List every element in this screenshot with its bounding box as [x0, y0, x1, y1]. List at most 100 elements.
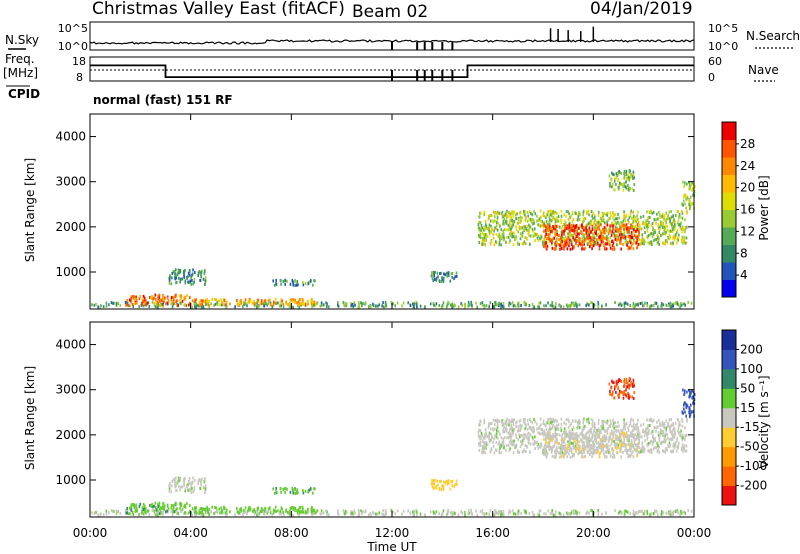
- power-cell: [647, 219, 649, 222]
- velocity-cell: [609, 451, 611, 455]
- power-cell: [443, 272, 445, 276]
- velocity-cell: [545, 437, 547, 441]
- velocity-cell: [635, 424, 637, 428]
- velocity-cell: [509, 510, 512, 514]
- power-cell: [569, 215, 571, 219]
- power-cell: [156, 300, 159, 304]
- velocity-cell: [627, 443, 629, 446]
- power-cell: [592, 232, 594, 236]
- power-cell: [537, 218, 540, 222]
- power-cell: [316, 301, 319, 305]
- power-cell: [493, 229, 495, 233]
- power-cell: [506, 235, 508, 239]
- velocity-cell: [441, 485, 443, 489]
- velocity-cell: [500, 443, 503, 447]
- power-cell: [542, 214, 545, 217]
- velocity-cell: [652, 436, 654, 439]
- velocity-cell: [544, 442, 547, 446]
- velocity-cell: [677, 444, 680, 448]
- velocity-cell: [587, 450, 590, 454]
- power-cell: [526, 219, 529, 223]
- power-cell: [500, 235, 503, 239]
- velocity-cell: [623, 435, 625, 439]
- power-cell: [185, 304, 188, 308]
- velocity-cell: [661, 434, 664, 437]
- velocity-cell: [684, 410, 686, 414]
- velocity-cell: [612, 435, 615, 439]
- power-cell: [600, 233, 603, 237]
- velocity-cell: [508, 423, 510, 427]
- velocity-cell: [662, 511, 665, 515]
- velocity-cell: [97, 513, 99, 517]
- velocity-cell: [570, 448, 573, 452]
- velocity-cell: [133, 505, 136, 509]
- velocity-cell: [275, 486, 277, 490]
- power-cell: [665, 219, 667, 223]
- power-cell: [484, 220, 487, 223]
- power-cell: [526, 237, 528, 241]
- velocity-cell: [618, 441, 621, 445]
- power-cell: [554, 240, 557, 244]
- velocity-cell: [192, 476, 194, 480]
- power-cell: [630, 209, 633, 213]
- velocity-cell: [619, 432, 621, 436]
- power-cell: [481, 236, 484, 240]
- velocity-cell: [638, 446, 641, 449]
- velocity-cell: [446, 482, 448, 486]
- power-cell: [550, 226, 553, 230]
- power-cell: [524, 219, 526, 222]
- colorbar-swatch: [722, 209, 736, 228]
- velocity-cell: [623, 418, 625, 422]
- power-cell: [125, 303, 127, 307]
- power-cell: [483, 210, 486, 214]
- velocity-cell: [496, 425, 499, 429]
- velocity-cell: [684, 389, 686, 393]
- nsky-label: N.Sky: [5, 33, 39, 47]
- velocity-cell: [229, 510, 231, 514]
- velocity-cell: [562, 513, 565, 517]
- power-cell: [620, 220, 622, 224]
- power-cell: [480, 228, 482, 232]
- velocity-cell: [665, 419, 667, 423]
- power-cell: [623, 227, 625, 231]
- power-cell: [602, 240, 604, 244]
- velocity-cell: [141, 511, 143, 515]
- power-cell: [146, 301, 149, 305]
- power-cell: [174, 294, 177, 298]
- velocity-cell: [296, 488, 299, 492]
- power-cell: [538, 301, 541, 305]
- power-cell: [509, 239, 511, 243]
- power-cell: [191, 299, 194, 303]
- velocity-cell: [296, 511, 299, 515]
- velocity-cell: [534, 435, 536, 439]
- velocity-cell: [582, 421, 585, 425]
- power-cell: [576, 229, 578, 233]
- velocity-cell: [357, 508, 360, 512]
- power-cell: [454, 304, 456, 307]
- velocity-cell: [659, 421, 661, 425]
- power-cell: [573, 304, 576, 308]
- power-cell: [249, 299, 252, 303]
- power-cell: [556, 233, 558, 237]
- power-cell: [520, 217, 523, 221]
- velocity-cell: [549, 445, 551, 449]
- velocity-cell: [586, 444, 589, 448]
- velocity-cell: [488, 440, 491, 444]
- power-cell: [206, 299, 209, 303]
- power-cell: [543, 304, 545, 308]
- power-cell: [266, 303, 268, 307]
- power-cell: [575, 212, 577, 215]
- power-cell: [430, 274, 433, 278]
- velocity-cell: [258, 511, 261, 515]
- colorbar-tick-label: 24: [740, 159, 755, 173]
- velocity-cell: [680, 435, 682, 439]
- power-cell: [222, 303, 224, 307]
- velocity-cell: [572, 442, 575, 446]
- power-cell: [617, 235, 620, 239]
- velocity-cell: [205, 510, 207, 514]
- velocity-cell: [650, 431, 653, 435]
- velocity-cell: [409, 512, 412, 515]
- velocity-cell: [524, 427, 526, 430]
- velocity-cell: [131, 503, 133, 507]
- power-cell: [631, 227, 633, 231]
